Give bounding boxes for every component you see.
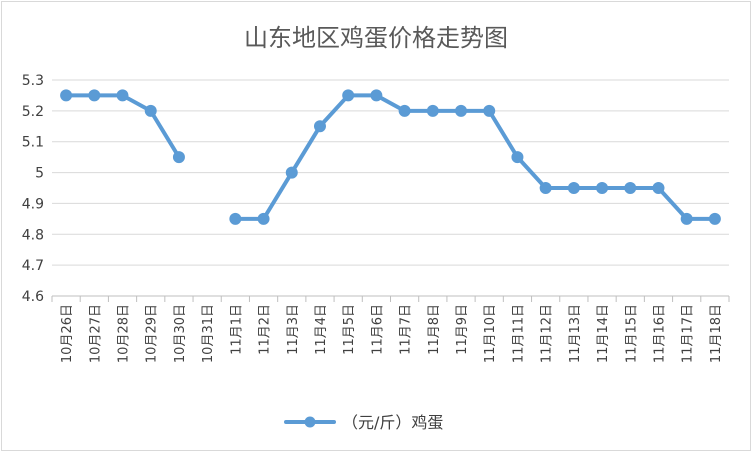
y-tick-label: 5.3 bbox=[22, 73, 44, 89]
legend[interactable]: （元/斤）鸡蛋 bbox=[284, 413, 443, 432]
data-point bbox=[680, 212, 693, 225]
x-tick-label: 11月7日 bbox=[399, 304, 414, 355]
data-point bbox=[88, 89, 101, 102]
y-tick-label: 4.9 bbox=[22, 196, 44, 212]
data-point bbox=[483, 104, 496, 117]
x-tick-label: 11月9日 bbox=[455, 304, 470, 355]
legend-label: （元/斤）鸡蛋 bbox=[342, 413, 443, 432]
x-tick-label: 10月31日 bbox=[201, 304, 216, 363]
y-tick-label: 5 bbox=[35, 166, 44, 182]
data-point bbox=[172, 151, 185, 164]
series-line bbox=[64, 93, 181, 160]
gridlines bbox=[52, 79, 729, 297]
x-tick-label: 11月16日 bbox=[652, 304, 667, 363]
x-tick-label: 11月6日 bbox=[370, 304, 385, 355]
data-point bbox=[652, 182, 665, 194]
data-point bbox=[370, 89, 383, 102]
series-layer bbox=[60, 89, 721, 225]
chart-title: 山东地区鸡蛋价格走势图 bbox=[244, 24, 508, 52]
x-tick-label: 11月15日 bbox=[624, 304, 639, 363]
y-tick-label: 4.7 bbox=[22, 258, 44, 274]
data-point bbox=[708, 212, 721, 225]
data-point bbox=[116, 89, 129, 102]
x-tick-label: 11月1日 bbox=[229, 304, 244, 355]
x-tick-label: 11月14日 bbox=[596, 304, 611, 363]
x-tick-label: 10月30日 bbox=[173, 304, 188, 363]
x-tick-label: 11月2日 bbox=[258, 304, 273, 355]
x-tick-label: 11月18日 bbox=[709, 304, 724, 363]
data-point bbox=[567, 182, 580, 194]
data-point bbox=[313, 120, 326, 133]
series-line bbox=[233, 93, 717, 221]
data-point bbox=[342, 89, 355, 102]
x-tick-label: 11月12日 bbox=[540, 304, 555, 363]
data-point bbox=[398, 104, 411, 117]
data-point bbox=[596, 182, 609, 194]
x-tick-label: 10月26日 bbox=[60, 304, 75, 363]
x-tick-label: 11月11日 bbox=[511, 304, 526, 363]
data-point bbox=[455, 104, 468, 117]
data-point bbox=[257, 212, 270, 225]
y-tick-label: 5.1 bbox=[22, 135, 44, 151]
data-point bbox=[229, 212, 242, 225]
data-point bbox=[511, 151, 524, 164]
x-tick-label: 11月8日 bbox=[427, 304, 442, 355]
data-point bbox=[624, 182, 637, 194]
data-point bbox=[285, 166, 298, 179]
y-tick-label: 5.2 bbox=[22, 104, 44, 120]
y-axis: 4.6 4.7 4.8 4.9 5 5.1 5.2 5.3 bbox=[22, 73, 44, 305]
x-tick-label: 10月29日 bbox=[145, 304, 160, 363]
y-tick-label: 4.6 bbox=[22, 289, 44, 305]
x-axis: 10月26日 10月27日 10月28日 10月29日 10月30日 10月31日 11月1… bbox=[51, 296, 730, 363]
data-point bbox=[426, 104, 439, 117]
data-point bbox=[60, 89, 73, 102]
data-point bbox=[539, 182, 552, 194]
x-tick-label: 11月17日 bbox=[681, 304, 696, 363]
data-point bbox=[144, 104, 157, 117]
y-tick-label: 4.8 bbox=[22, 227, 44, 243]
x-tick-label: 11月13日 bbox=[568, 304, 583, 363]
x-tick-label: 11月10日 bbox=[483, 304, 498, 363]
x-tick-label: 10月27日 bbox=[88, 304, 103, 363]
x-tick-label: 11月5日 bbox=[342, 304, 357, 355]
x-tick-label: 11月3日 bbox=[286, 304, 301, 355]
x-tick-label: 10月28日 bbox=[117, 304, 132, 363]
legend-marker-swatch bbox=[304, 416, 316, 428]
x-tick-label: 11月4日 bbox=[314, 304, 329, 355]
